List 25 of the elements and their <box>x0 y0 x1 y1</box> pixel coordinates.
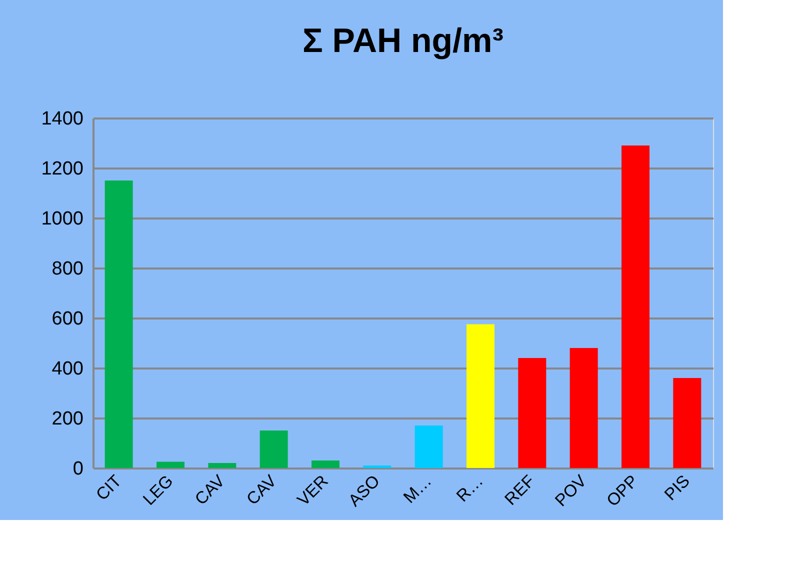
x-tick-label: CIT <box>92 471 126 504</box>
bar <box>156 462 184 468</box>
bar <box>673 378 702 468</box>
x-tick-label: VER <box>294 471 332 510</box>
y-tick-label: 600 <box>52 308 84 330</box>
y-tick-label: 1000 <box>41 208 84 230</box>
y-tick-label: 0 <box>72 458 84 480</box>
x-tick-label: R… <box>452 471 487 506</box>
bar <box>518 358 546 468</box>
y-tick-label: 1200 <box>41 158 84 180</box>
y-tick-label: 200 <box>52 408 84 430</box>
bar <box>104 180 133 468</box>
x-tick-label: PIS <box>660 471 694 504</box>
chart-title: Σ PAH ng/m³ <box>302 22 504 60</box>
y-tick-label: 400 <box>52 358 84 380</box>
bar <box>570 348 598 468</box>
x-tick-label: M… <box>400 471 436 507</box>
bar <box>208 463 236 468</box>
bar <box>312 460 340 468</box>
y-tick-label: 1400 <box>41 108 84 130</box>
y-tick-label: 800 <box>52 258 84 280</box>
bar <box>466 324 494 468</box>
bar <box>622 146 650 468</box>
bar <box>414 426 443 468</box>
bar <box>260 430 288 468</box>
